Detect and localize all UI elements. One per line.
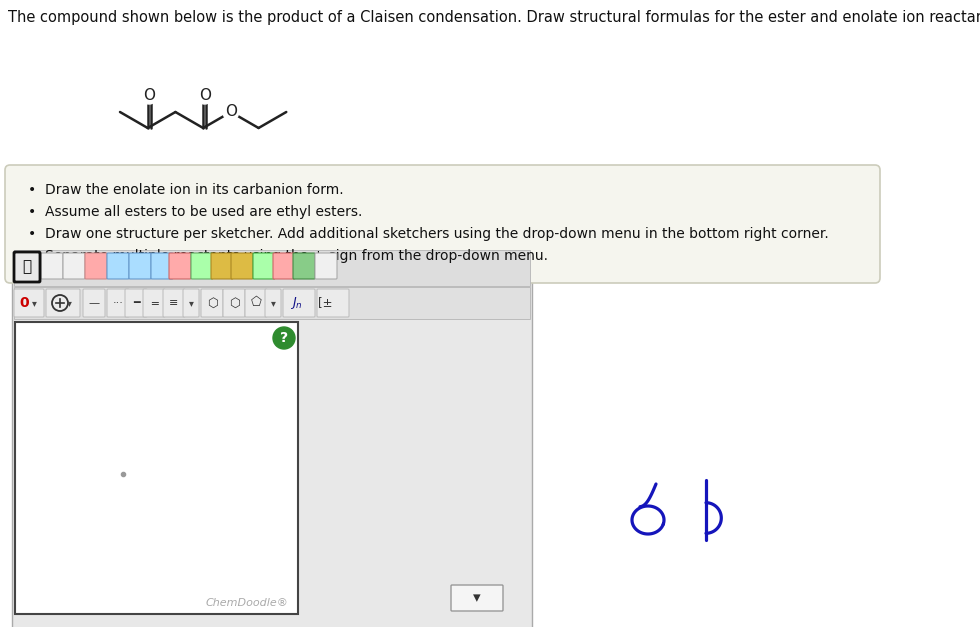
FancyBboxPatch shape bbox=[129, 253, 151, 279]
FancyBboxPatch shape bbox=[143, 289, 165, 317]
Text: ▾: ▾ bbox=[473, 591, 481, 606]
FancyBboxPatch shape bbox=[317, 289, 349, 317]
Text: [±: [± bbox=[318, 297, 332, 310]
Bar bbox=[14, 250, 530, 286]
FancyBboxPatch shape bbox=[245, 289, 267, 317]
FancyBboxPatch shape bbox=[293, 253, 315, 279]
FancyBboxPatch shape bbox=[273, 253, 295, 279]
Text: The compound shown below is the product of a Claisen condensation. Draw structur: The compound shown below is the product … bbox=[8, 10, 980, 25]
Text: ▾: ▾ bbox=[188, 298, 193, 308]
FancyBboxPatch shape bbox=[63, 253, 85, 279]
FancyBboxPatch shape bbox=[223, 289, 245, 317]
Text: O: O bbox=[199, 88, 211, 103]
FancyBboxPatch shape bbox=[211, 253, 233, 279]
Text: ✋: ✋ bbox=[23, 260, 31, 275]
FancyBboxPatch shape bbox=[14, 252, 40, 282]
Text: O: O bbox=[224, 105, 237, 120]
Circle shape bbox=[141, 88, 157, 104]
Text: ⬡: ⬡ bbox=[228, 297, 239, 310]
Text: ▾: ▾ bbox=[270, 298, 275, 308]
FancyBboxPatch shape bbox=[163, 289, 185, 317]
FancyBboxPatch shape bbox=[283, 289, 315, 317]
Circle shape bbox=[222, 104, 239, 120]
FancyBboxPatch shape bbox=[46, 289, 80, 317]
Text: •  Assume all esters to be used are ethyl esters.: • Assume all esters to be used are ethyl… bbox=[28, 205, 363, 219]
Text: ···: ··· bbox=[113, 298, 123, 308]
FancyBboxPatch shape bbox=[41, 253, 63, 279]
FancyBboxPatch shape bbox=[107, 289, 129, 317]
FancyBboxPatch shape bbox=[265, 289, 281, 317]
Text: ═: ═ bbox=[151, 298, 158, 308]
Text: ━: ━ bbox=[132, 298, 139, 308]
FancyBboxPatch shape bbox=[5, 165, 880, 283]
Text: 0: 0 bbox=[20, 296, 28, 310]
FancyBboxPatch shape bbox=[315, 253, 337, 279]
Text: ChemDoodle®: ChemDoodle® bbox=[205, 598, 288, 608]
FancyBboxPatch shape bbox=[191, 253, 213, 279]
Text: •  Separate multiple reactants using the + sign from the drop-down menu.: • Separate multiple reactants using the … bbox=[28, 249, 548, 263]
Text: ⬠: ⬠ bbox=[251, 297, 262, 310]
Text: ▾: ▾ bbox=[67, 298, 72, 308]
Text: ⬡: ⬡ bbox=[207, 297, 218, 310]
FancyBboxPatch shape bbox=[169, 253, 191, 279]
Circle shape bbox=[273, 327, 295, 349]
Bar bbox=[15, 322, 298, 614]
Text: ≡: ≡ bbox=[170, 298, 178, 308]
FancyBboxPatch shape bbox=[14, 289, 44, 317]
Bar bbox=[12, 248, 532, 627]
FancyBboxPatch shape bbox=[83, 289, 105, 317]
Text: •  Draw the enolate ion in its carbanion form.: • Draw the enolate ion in its carbanion … bbox=[28, 183, 344, 197]
Text: $\mathit{J}_\mathit{n}$: $\mathit{J}_\mathit{n}$ bbox=[290, 295, 303, 311]
Circle shape bbox=[197, 88, 213, 104]
Text: —: — bbox=[88, 298, 100, 308]
FancyBboxPatch shape bbox=[183, 289, 199, 317]
FancyBboxPatch shape bbox=[231, 253, 253, 279]
Text: ▾: ▾ bbox=[31, 298, 36, 308]
Bar bbox=[14, 287, 530, 319]
FancyBboxPatch shape bbox=[151, 253, 173, 279]
Text: ?: ? bbox=[280, 331, 288, 345]
Text: •  Draw one structure per sketcher. Add additional sketchers using the drop-down: • Draw one structure per sketcher. Add a… bbox=[28, 227, 829, 241]
FancyBboxPatch shape bbox=[107, 253, 129, 279]
FancyBboxPatch shape bbox=[253, 253, 275, 279]
FancyBboxPatch shape bbox=[125, 289, 147, 317]
FancyBboxPatch shape bbox=[451, 585, 503, 611]
FancyBboxPatch shape bbox=[201, 289, 223, 317]
FancyBboxPatch shape bbox=[85, 253, 107, 279]
Text: O: O bbox=[143, 88, 155, 103]
